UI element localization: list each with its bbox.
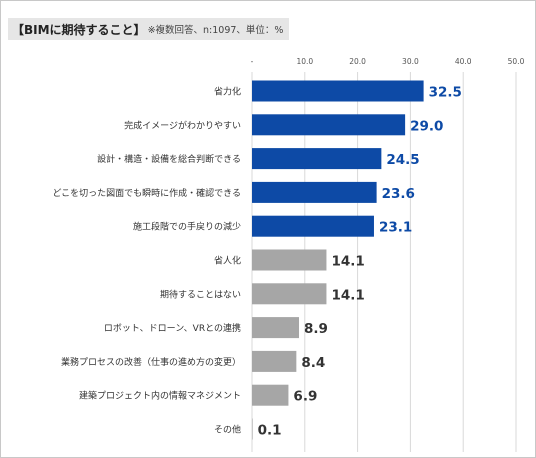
bar: [252, 418, 253, 440]
x-tick-label: 30.0: [402, 57, 419, 66]
value-label: 8.4: [301, 355, 325, 371]
category-label: その他: [214, 424, 241, 436]
category-label: 設計・構造・設備を総合判断できる: [97, 153, 241, 165]
bar: [252, 317, 299, 339]
bar: [252, 350, 297, 372]
bar: [252, 114, 406, 136]
x-tick-label: 40.0: [455, 57, 472, 66]
category-label: 施工段階での手戻りの減少: [133, 221, 241, 233]
value-label: 29.0: [410, 118, 443, 134]
value-label: 24.5: [386, 152, 419, 168]
chart-title-box: 【BIMに期待すること】 ※複数回答、n:1097、単位：%: [8, 18, 290, 40]
value-label: 32.5: [429, 85, 462, 101]
category-label: 完成イメージがわかりやすい: [124, 119, 241, 131]
value-label: 0.1: [258, 423, 282, 439]
x-tick-label: -: [251, 57, 254, 66]
value-label: 23.1: [379, 220, 412, 236]
category-label: 建築プロジェクト内の情報マネジメント: [79, 390, 241, 402]
category-label: ロボット、ドローン、VRとの連携: [104, 322, 241, 334]
bar: [252, 215, 374, 237]
value-label: 8.9: [304, 321, 328, 337]
bar: [252, 148, 382, 170]
x-tick-label: 50.0: [508, 57, 525, 66]
category-label: 省力化: [214, 86, 241, 98]
bar: [252, 283, 327, 305]
chart-subtitle: ※複数回答、n:1097、単位：%: [147, 25, 284, 36]
bar: [252, 181, 377, 203]
x-tick-label: 20.0: [349, 57, 366, 66]
value-label: 14.1: [331, 254, 364, 270]
value-label: 23.6: [382, 186, 415, 202]
value-label: 6.9: [293, 389, 317, 405]
bar: [252, 80, 424, 102]
category-label: どこを切った図面でも瞬時に作成・確認できる: [52, 187, 241, 199]
bar: [252, 384, 289, 406]
x-tick-label: 10.0: [296, 57, 313, 66]
category-label: 業務プロセスの改善（仕事の進め方の変更）: [61, 356, 241, 368]
category-label: 期待することはない: [160, 288, 241, 300]
chart-title: 【BIMに期待すること】: [12, 22, 146, 37]
bar: [252, 249, 327, 271]
category-label: 省人化: [214, 255, 241, 267]
value-label: 14.1: [331, 287, 364, 303]
